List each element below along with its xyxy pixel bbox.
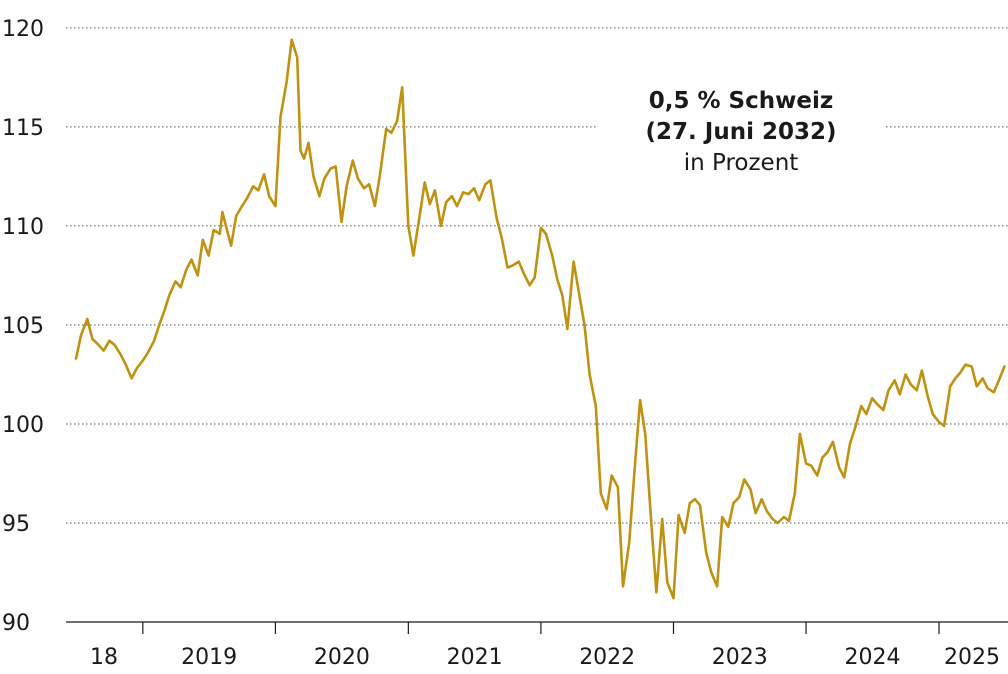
chart-title-block: 0,5 % Schweiz (27. Juni 2032) in Prozent xyxy=(596,86,886,179)
x-tick-label: 2021 xyxy=(447,645,503,670)
x-axis-year-separators xyxy=(142,622,940,634)
y-tick-label: 95 xyxy=(2,512,30,537)
x-tick-label: 2020 xyxy=(314,645,370,670)
y-tick-label: 115 xyxy=(2,116,44,141)
x-tick-label: 2025 xyxy=(944,645,1000,670)
y-tick-label: 110 xyxy=(2,215,44,240)
x-tick-label: 2019 xyxy=(181,645,237,670)
series-line xyxy=(74,38,1006,600)
x-tick-label: 2023 xyxy=(712,645,768,670)
chart-subtitle: (27. Juni 2032) xyxy=(645,119,837,145)
chart-unit-label: in Prozent xyxy=(683,150,799,176)
y-tick-label: 120 xyxy=(2,17,44,42)
x-tick-label: 2022 xyxy=(579,645,635,670)
x-axis-ticks: 18 2019 2020 2021 2022 2023 2024 2025 xyxy=(90,645,1000,670)
y-tick-label: 105 xyxy=(2,314,44,339)
x-tick-label: 2024 xyxy=(845,645,901,670)
y-axis-ticks: 120 115 110 105 100 95 90 xyxy=(2,17,44,636)
series-layer xyxy=(74,38,1006,600)
x-tick-label: 18 xyxy=(90,645,118,670)
y-tick-label: 90 xyxy=(2,611,30,636)
chart-title: 0,5 % Schweiz xyxy=(648,88,834,114)
y-tick-label: 100 xyxy=(2,413,44,438)
